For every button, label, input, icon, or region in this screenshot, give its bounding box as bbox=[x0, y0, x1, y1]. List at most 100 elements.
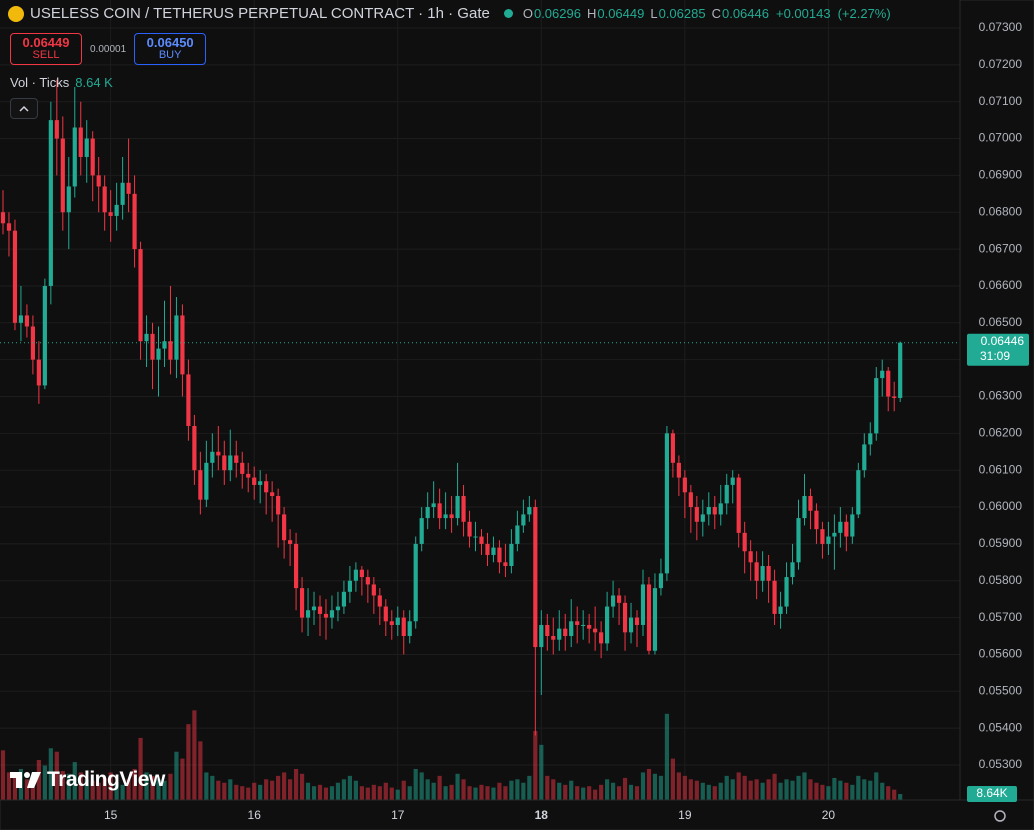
candle-body bbox=[670, 433, 675, 463]
candle-body bbox=[605, 606, 610, 644]
volume-bar bbox=[341, 779, 347, 800]
volume-bar bbox=[305, 782, 311, 800]
volume-bar bbox=[180, 758, 185, 800]
volume-bar bbox=[778, 782, 783, 800]
volume-bar bbox=[712, 786, 717, 800]
candle-body bbox=[712, 507, 717, 515]
volume-bar bbox=[862, 779, 867, 800]
volume-bar bbox=[377, 786, 382, 800]
sell-button[interactable]: 0.06449 SELL bbox=[10, 33, 82, 65]
candle-body bbox=[240, 462, 245, 474]
volume-bar bbox=[144, 772, 149, 800]
candle-body bbox=[389, 621, 394, 625]
volume-bar bbox=[814, 782, 819, 800]
candle-body bbox=[826, 536, 831, 544]
volume-bar bbox=[401, 780, 406, 800]
candle-body bbox=[150, 333, 155, 360]
candle-body bbox=[54, 120, 59, 139]
candle-body bbox=[144, 333, 149, 342]
candle-body bbox=[694, 507, 699, 522]
candle-body bbox=[282, 514, 287, 541]
candle-body bbox=[515, 525, 520, 544]
candle-body bbox=[658, 573, 664, 589]
y-tick-label: 0.06200 bbox=[979, 426, 1023, 440]
candle-body bbox=[419, 518, 424, 544]
buy-button[interactable]: 0.06450 BUY bbox=[134, 33, 207, 65]
candle-body bbox=[78, 127, 83, 157]
sell-label: SELL bbox=[32, 49, 60, 61]
volume-bar bbox=[240, 786, 245, 800]
candle-body bbox=[664, 433, 670, 574]
candle-body bbox=[874, 378, 879, 434]
volume-bar bbox=[826, 786, 831, 800]
volume-bar bbox=[551, 779, 556, 800]
volume-bar bbox=[156, 779, 161, 800]
volume-bar bbox=[162, 780, 167, 800]
volume-bar bbox=[425, 779, 430, 800]
volume-bar bbox=[610, 782, 616, 800]
volume-value: 8.64 K bbox=[75, 75, 113, 90]
candle-body bbox=[491, 547, 496, 555]
candle-body bbox=[766, 566, 771, 581]
candle-body bbox=[114, 204, 119, 216]
volume-bar bbox=[90, 780, 95, 800]
candle-body bbox=[276, 495, 281, 515]
y-tick-label: 0.05500 bbox=[979, 683, 1023, 697]
volume-bar bbox=[557, 782, 562, 800]
volume-bar bbox=[766, 779, 771, 800]
candle-body bbox=[96, 175, 101, 187]
candle-body bbox=[293, 543, 299, 589]
volume-bar bbox=[652, 773, 658, 800]
volume-bar bbox=[132, 768, 137, 800]
volume-bar bbox=[168, 773, 173, 800]
candle-body bbox=[42, 285, 47, 386]
candle-body bbox=[610, 595, 616, 607]
volume-bar bbox=[174, 751, 179, 800]
candle-body bbox=[246, 473, 251, 478]
change-percent: (+2.27%) bbox=[837, 6, 891, 21]
collapse-button[interactable] bbox=[10, 98, 38, 119]
candle-body bbox=[467, 521, 472, 537]
volume-bar bbox=[820, 784, 825, 800]
x-tick-label: 17 bbox=[391, 808, 405, 822]
volume-bar bbox=[84, 779, 89, 800]
y-tick-label: 0.07100 bbox=[979, 94, 1023, 108]
candle-body bbox=[252, 477, 257, 485]
ohlc-value: 0.06285 bbox=[658, 6, 706, 21]
volume-bar bbox=[563, 784, 568, 800]
candle-body bbox=[72, 127, 77, 187]
candle-body bbox=[395, 617, 400, 625]
volume-bar bbox=[317, 784, 323, 800]
candle-body bbox=[299, 588, 305, 618]
settings-icon[interactable] bbox=[994, 810, 1006, 822]
candle-body bbox=[730, 477, 735, 485]
volume-bar bbox=[700, 782, 705, 800]
volume-bar bbox=[772, 773, 777, 800]
volume-bar bbox=[371, 784, 376, 800]
candle-body bbox=[210, 451, 215, 463]
volume-bar bbox=[646, 768, 652, 800]
candle-body bbox=[802, 495, 807, 519]
volume-bar bbox=[389, 787, 394, 800]
candle-body bbox=[383, 606, 388, 622]
candle-body bbox=[413, 543, 418, 622]
candle-body bbox=[317, 606, 323, 614]
volume-bar bbox=[138, 737, 143, 800]
volume-bar bbox=[210, 775, 215, 800]
candle-body bbox=[90, 138, 95, 176]
buy-price: 0.06450 bbox=[146, 35, 194, 50]
candle-body bbox=[634, 617, 640, 625]
candle-body bbox=[754, 562, 759, 581]
volume-bar bbox=[48, 748, 53, 800]
volume-bar bbox=[276, 775, 281, 800]
volume-bar bbox=[497, 782, 502, 800]
volume-bar bbox=[706, 784, 711, 800]
candle-body bbox=[760, 566, 765, 581]
volume-bar bbox=[353, 780, 358, 800]
volume-bar bbox=[395, 789, 400, 800]
change: +0.00143 bbox=[775, 6, 831, 21]
last-price-box bbox=[967, 333, 1029, 366]
volume-bar bbox=[832, 777, 837, 800]
